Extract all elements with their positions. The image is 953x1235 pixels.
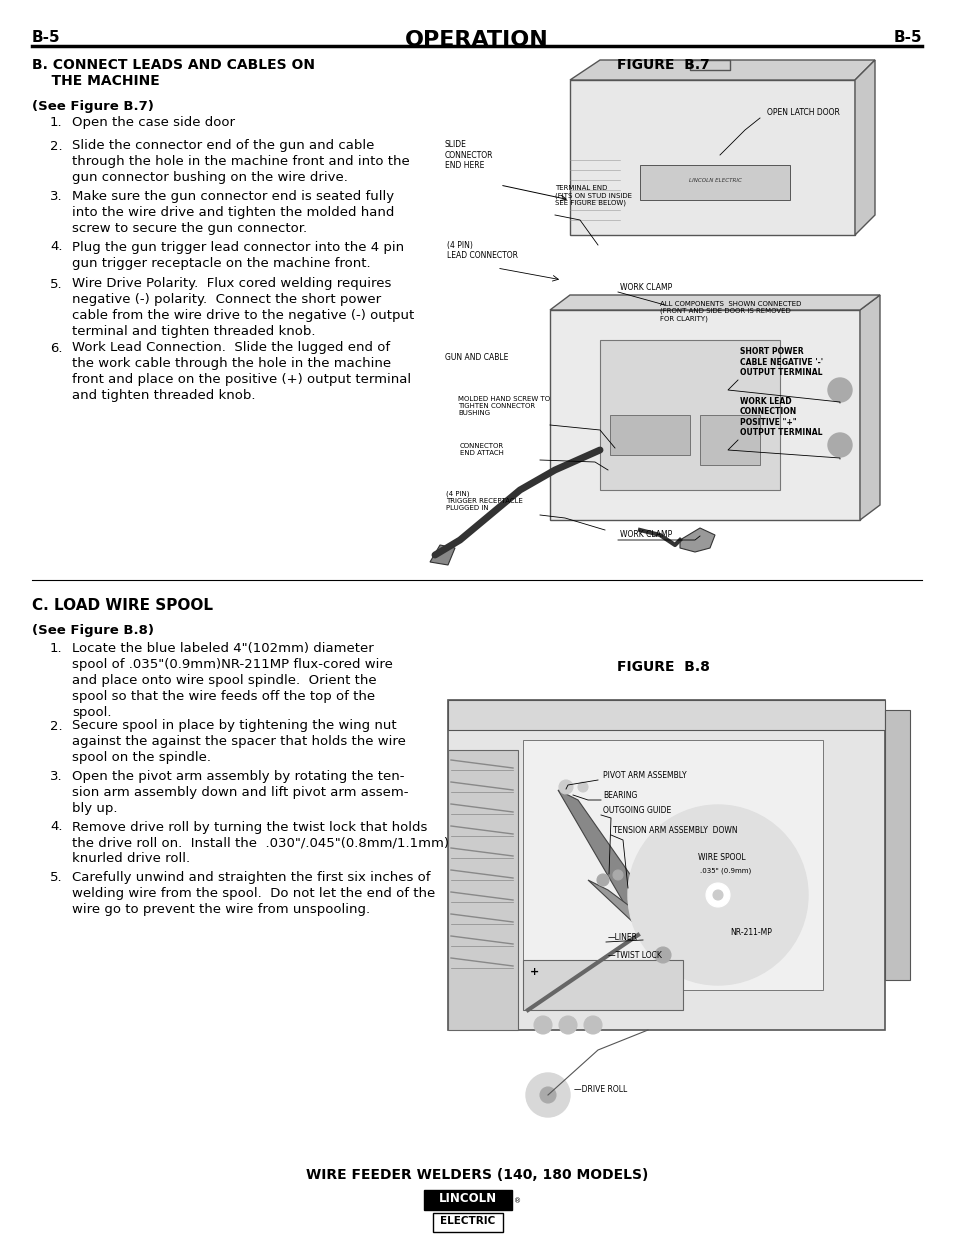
Text: C. LOAD WIRE SPOOL: C. LOAD WIRE SPOOL — [32, 598, 213, 613]
Text: 3.: 3. — [50, 769, 63, 783]
Polygon shape — [569, 80, 854, 235]
Text: Make sure the gun connector end is seated fully
into the wire drive and tighten : Make sure the gun connector end is seate… — [71, 190, 394, 235]
Polygon shape — [854, 61, 874, 235]
Bar — [700, 415, 760, 466]
Text: OPERATION: OPERATION — [405, 30, 548, 49]
Text: CONNECTOR
END ATTACH: CONNECTOR END ATTACH — [459, 443, 503, 456]
Text: 3.: 3. — [50, 190, 63, 203]
Circle shape — [655, 947, 670, 963]
Text: —LINER: —LINER — [607, 932, 638, 942]
Text: ®: ® — [514, 1198, 520, 1204]
Bar — [448, 700, 884, 730]
Text: ELECTRIC: ELECTRIC — [440, 1216, 496, 1226]
Text: 1.: 1. — [50, 116, 63, 128]
Bar — [423, 1191, 512, 1210]
Text: OUTGOING GUIDE: OUTGOING GUIDE — [602, 806, 671, 815]
Text: —TWIST LOCK: —TWIST LOCK — [607, 951, 661, 960]
Text: Open the pivot arm assembly by rotating the ten-
sion arm assembly down and lift: Open the pivot arm assembly by rotating … — [71, 769, 408, 815]
Bar — [522, 960, 682, 1010]
Bar — [433, 1213, 502, 1233]
Text: Plug the gun trigger lead connector into the 4 pin
gun trigger receptacle on the: Plug the gun trigger lead connector into… — [71, 241, 404, 269]
Text: (4 PIN)
TRIGGER RECEPTACLE
PLUGGED IN: (4 PIN) TRIGGER RECEPTACLE PLUGGED IN — [446, 490, 522, 511]
Text: LINCOLN: LINCOLN — [438, 1193, 497, 1205]
Text: 4.: 4. — [50, 820, 63, 834]
Text: WORK CLAMP: WORK CLAMP — [619, 530, 672, 538]
Circle shape — [583, 1016, 601, 1034]
Circle shape — [712, 890, 722, 900]
Circle shape — [534, 1016, 552, 1034]
Bar — [884, 710, 909, 981]
Text: WIRE SPOOL: WIRE SPOOL — [698, 853, 745, 862]
Text: ALL COMPONENTS  SHOWN CONNECTED
(FRONT AND SIDE DOOR IS REMOVED
FOR CLARITY): ALL COMPONENTS SHOWN CONNECTED (FRONT AN… — [659, 300, 801, 321]
Text: LINCOLN ELECTRIC: LINCOLN ELECTRIC — [688, 178, 740, 183]
Text: 6.: 6. — [50, 342, 63, 354]
Text: B. CONNECT LEADS AND CABLES ON: B. CONNECT LEADS AND CABLES ON — [32, 58, 314, 72]
Polygon shape — [679, 529, 714, 552]
Text: 5.: 5. — [50, 871, 63, 884]
Circle shape — [627, 805, 807, 986]
Circle shape — [597, 874, 608, 885]
Circle shape — [539, 1087, 556, 1103]
Bar — [609, 415, 689, 454]
Text: 4.: 4. — [50, 241, 63, 253]
Text: WORK LEAD
CONNECTION
POSITIVE "+"
OUTPUT TERMINAL: WORK LEAD CONNECTION POSITIVE "+" OUTPUT… — [740, 396, 821, 437]
Text: GUN AND CABLE: GUN AND CABLE — [444, 353, 508, 362]
Text: Open the case side door: Open the case side door — [71, 116, 234, 128]
Text: B-5: B-5 — [32, 30, 61, 44]
Bar — [448, 700, 884, 1030]
Text: 1.: 1. — [50, 642, 63, 655]
Circle shape — [827, 433, 851, 457]
Text: NR-211-MP: NR-211-MP — [729, 927, 771, 937]
Text: (See Figure B.8): (See Figure B.8) — [32, 624, 153, 637]
Text: 2.: 2. — [50, 140, 63, 152]
Circle shape — [827, 378, 851, 403]
Bar — [599, 340, 780, 490]
Text: THE MACHINE: THE MACHINE — [32, 74, 159, 88]
Text: SLIDE
CONNECTOR
END HERE: SLIDE CONNECTOR END HERE — [444, 141, 493, 170]
Text: Secure spool in place by tightening the wing nut
against the against the spacer : Secure spool in place by tightening the … — [71, 720, 405, 764]
Text: TERMINAL END
(FITS ON STUD INSIDE
SEE FIGURE BELOW): TERMINAL END (FITS ON STUD INSIDE SEE FI… — [555, 185, 631, 206]
Text: Work Lead Connection.  Slide the lugged end of
the work cable through the hole i: Work Lead Connection. Slide the lugged e… — [71, 342, 411, 403]
Circle shape — [558, 1016, 577, 1034]
Polygon shape — [859, 295, 879, 520]
Bar — [522, 740, 822, 990]
Polygon shape — [587, 881, 687, 955]
Polygon shape — [550, 295, 879, 310]
Text: Remove drive roll by turning the twist lock that holds
the drive roll on.  Insta: Remove drive roll by turning the twist l… — [71, 820, 449, 866]
Circle shape — [705, 883, 729, 906]
Text: FIGURE  B.7: FIGURE B.7 — [617, 58, 709, 72]
Text: TENSION ARM ASSEMBLY  DOWN: TENSION ARM ASSEMBLY DOWN — [613, 826, 737, 835]
Polygon shape — [550, 310, 859, 520]
Polygon shape — [569, 61, 874, 80]
Text: FIGURE  B.8: FIGURE B.8 — [617, 659, 709, 674]
Text: Wire Drive Polarity.  Flux cored welding requires
negative (-) polarity.  Connec: Wire Drive Polarity. Flux cored welding … — [71, 278, 414, 338]
Text: OPEN LATCH DOOR: OPEN LATCH DOOR — [766, 107, 839, 117]
Text: PIVOT ARM ASSEMBLY: PIVOT ARM ASSEMBLY — [602, 771, 686, 781]
Text: BEARING: BEARING — [602, 790, 637, 800]
Text: 5.: 5. — [50, 278, 63, 290]
Polygon shape — [430, 545, 455, 564]
Circle shape — [578, 782, 587, 792]
Polygon shape — [558, 790, 647, 910]
Text: WIRE FEEDER WELDERS (140, 180 MODELS): WIRE FEEDER WELDERS (140, 180 MODELS) — [306, 1168, 647, 1182]
Text: —DRIVE ROLL: —DRIVE ROLL — [574, 1086, 626, 1094]
Circle shape — [613, 869, 622, 881]
Text: MOLDED HAND SCREW TO
TIGHTEN CONNECTOR
BUSHING: MOLDED HAND SCREW TO TIGHTEN CONNECTOR B… — [457, 396, 550, 416]
Text: (4 PIN)
LEAD CONNECTOR: (4 PIN) LEAD CONNECTOR — [447, 241, 517, 261]
Text: (See Figure B.7): (See Figure B.7) — [32, 100, 153, 112]
Bar — [448, 750, 517, 1030]
Text: WORK CLAMP: WORK CLAMP — [619, 283, 672, 291]
Text: B-5: B-5 — [892, 30, 921, 44]
Text: Locate the blue labeled 4"(102mm) diameter
spool of .035"(0.9mm)NR-211MP flux-co: Locate the blue labeled 4"(102mm) diamet… — [71, 642, 393, 719]
Text: SHORT POWER
CABLE NEGATIVE '-'
OUTPUT TERMINAL: SHORT POWER CABLE NEGATIVE '-' OUTPUT TE… — [740, 347, 822, 377]
Circle shape — [525, 1073, 569, 1116]
Text: 2.: 2. — [50, 720, 63, 732]
Bar — [639, 165, 789, 200]
Circle shape — [558, 781, 573, 794]
Text: Carefully unwind and straighten the first six inches of
welding wire from the sp: Carefully unwind and straighten the firs… — [71, 871, 435, 916]
Text: .035" (0.9mm): .035" (0.9mm) — [700, 867, 750, 873]
Text: +: + — [530, 967, 538, 977]
Text: Slide the connector end of the gun and cable
through the hole in the machine fro: Slide the connector end of the gun and c… — [71, 140, 410, 184]
